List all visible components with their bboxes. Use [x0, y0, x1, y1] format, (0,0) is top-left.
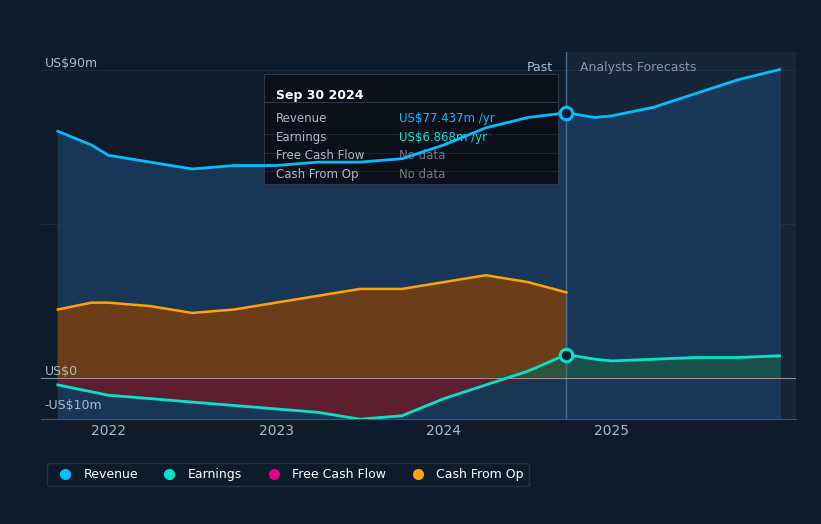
Text: US$90m: US$90m	[44, 57, 98, 70]
Bar	[566, 52, 796, 419]
Text: US$0: US$0	[44, 365, 77, 378]
Text: Past: Past	[527, 61, 553, 73]
Legend: Revenue, Earnings, Free Cash Flow, Cash From Op: Revenue, Earnings, Free Cash Flow, Cash …	[48, 463, 529, 486]
Text: -US$10m: -US$10m	[44, 399, 102, 412]
Text: Analysts Forecasts: Analysts Forecasts	[580, 61, 696, 73]
